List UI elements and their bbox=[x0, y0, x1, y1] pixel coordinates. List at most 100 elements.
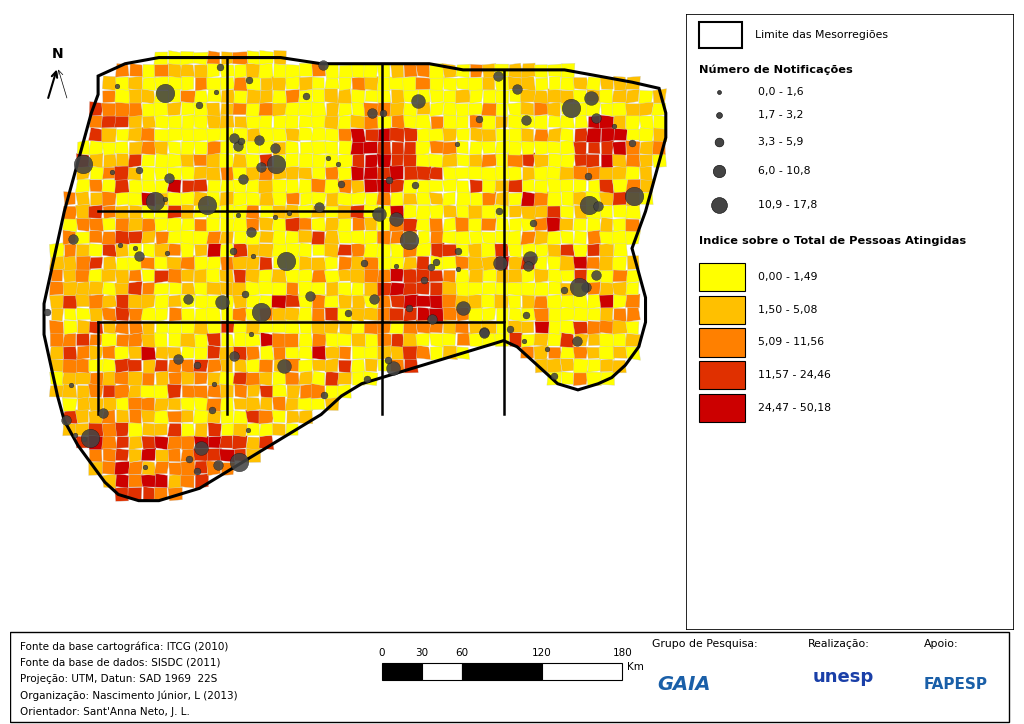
Point bbox=[225, 132, 242, 144]
Point bbox=[518, 114, 535, 126]
Point bbox=[170, 353, 186, 364]
Point bbox=[157, 193, 173, 204]
Point bbox=[520, 261, 537, 272]
Text: 6,0 - 10,8: 6,0 - 10,8 bbox=[758, 167, 811, 177]
Point bbox=[302, 290, 318, 302]
Text: Organização: Nascimento Júnior, L (2013): Organização: Nascimento Júnior, L (2013) bbox=[20, 691, 238, 701]
Point bbox=[230, 209, 247, 221]
Point bbox=[157, 87, 173, 98]
Bar bbox=[699, 394, 745, 422]
Point bbox=[237, 287, 253, 299]
Text: 0: 0 bbox=[378, 648, 385, 658]
Point bbox=[588, 269, 604, 280]
Point bbox=[208, 86, 224, 98]
Point bbox=[407, 180, 423, 191]
Bar bbox=[542, 663, 623, 680]
Point bbox=[375, 107, 391, 119]
Text: 0,0 - 1,6: 0,0 - 1,6 bbox=[758, 87, 804, 97]
Point bbox=[231, 456, 248, 468]
Point bbox=[214, 296, 230, 308]
Bar bbox=[462, 663, 542, 680]
Point bbox=[401, 303, 418, 314]
Text: 10,9 - 17,8: 10,9 - 17,8 bbox=[758, 201, 817, 210]
Point bbox=[525, 218, 542, 230]
Point bbox=[281, 207, 297, 219]
Point bbox=[450, 245, 466, 257]
Point bbox=[266, 143, 283, 154]
Point bbox=[230, 140, 247, 152]
Point bbox=[204, 405, 220, 416]
Point bbox=[711, 109, 727, 121]
Text: 30: 30 bbox=[415, 648, 428, 658]
Point bbox=[340, 307, 356, 319]
Point bbox=[240, 425, 256, 437]
Point bbox=[82, 433, 98, 445]
Point bbox=[127, 242, 143, 253]
Text: 60: 60 bbox=[456, 648, 468, 658]
Point bbox=[210, 460, 226, 471]
Bar bbox=[699, 263, 745, 292]
Point bbox=[103, 167, 120, 178]
Point bbox=[211, 62, 227, 73]
Point bbox=[298, 90, 314, 101]
Point bbox=[476, 326, 493, 337]
Point bbox=[233, 135, 250, 147]
Point bbox=[606, 120, 623, 132]
Point bbox=[234, 174, 251, 185]
Point bbox=[424, 313, 440, 325]
Text: Apoio:: Apoio: bbox=[924, 639, 958, 649]
Text: 0,00 - 1,49: 0,00 - 1,49 bbox=[758, 272, 818, 282]
Point bbox=[471, 113, 487, 125]
Text: Orientador: Sant'Anna Neto, J. L.: Orientador: Sant'Anna Neto, J. L. bbox=[20, 707, 190, 717]
Point bbox=[180, 454, 197, 466]
Point bbox=[131, 250, 147, 261]
Point bbox=[502, 323, 518, 334]
Point bbox=[455, 302, 471, 313]
Point bbox=[562, 102, 579, 114]
Text: GAIA: GAIA bbox=[657, 675, 711, 694]
Point bbox=[580, 171, 596, 182]
Point bbox=[67, 429, 83, 440]
Point bbox=[57, 414, 74, 426]
Point bbox=[546, 370, 562, 382]
Point bbox=[568, 335, 585, 347]
Point bbox=[358, 373, 375, 384]
Point bbox=[388, 213, 404, 224]
Point bbox=[355, 257, 372, 269]
Point bbox=[310, 201, 327, 213]
Point bbox=[578, 282, 594, 293]
Point bbox=[243, 328, 259, 340]
Point bbox=[517, 309, 534, 321]
Point bbox=[330, 159, 346, 170]
Point bbox=[319, 153, 336, 164]
Point bbox=[131, 164, 147, 176]
Point bbox=[400, 235, 417, 246]
Bar bbox=[382, 663, 422, 680]
Text: 180: 180 bbox=[612, 648, 632, 658]
Point bbox=[333, 178, 349, 190]
Point bbox=[711, 200, 727, 211]
Point bbox=[381, 174, 397, 186]
Point bbox=[364, 107, 380, 119]
Text: 3,3 - 5,9: 3,3 - 5,9 bbox=[758, 137, 804, 147]
Text: Projeção: UTM, Datun: SAD 1969  22S: Projeção: UTM, Datun: SAD 1969 22S bbox=[20, 674, 218, 684]
Point bbox=[159, 248, 175, 259]
Text: 11,57 - 24,46: 11,57 - 24,46 bbox=[758, 370, 831, 380]
Point bbox=[225, 245, 242, 257]
Point bbox=[137, 461, 154, 473]
Point bbox=[522, 253, 539, 264]
Text: Limite das Mesorregiões: Limite das Mesorregiões bbox=[755, 30, 888, 41]
Point bbox=[583, 93, 599, 104]
Point bbox=[492, 205, 508, 216]
Point bbox=[423, 261, 439, 273]
Point bbox=[147, 195, 164, 207]
Point bbox=[626, 190, 642, 202]
Text: Fonte da base de dados: SISDC (2011): Fonte da base de dados: SISDC (2011) bbox=[20, 657, 221, 668]
Text: FAPESP: FAPESP bbox=[924, 677, 987, 692]
Point bbox=[588, 112, 604, 124]
Point bbox=[492, 258, 508, 269]
Point bbox=[539, 343, 555, 355]
Point bbox=[75, 158, 91, 169]
Text: 120: 120 bbox=[532, 648, 552, 658]
Text: 1,50 - 5,08: 1,50 - 5,08 bbox=[758, 305, 817, 315]
